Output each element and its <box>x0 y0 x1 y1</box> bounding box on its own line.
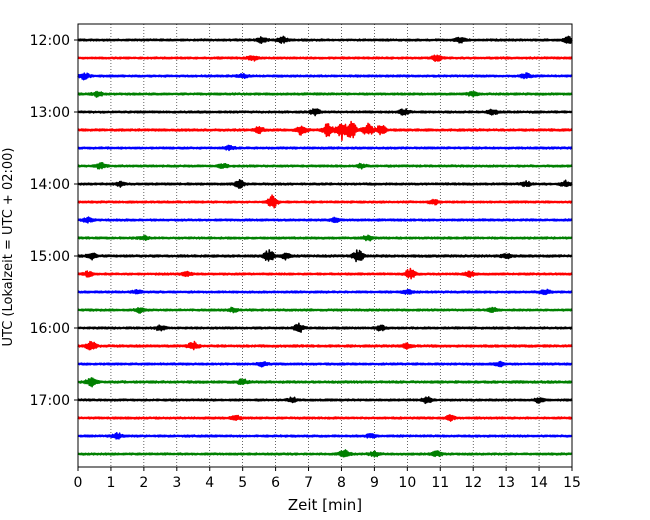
trace-1545 <box>77 306 573 314</box>
trace-1515 <box>77 267 573 280</box>
trace-1245 <box>77 90 573 98</box>
plot-area-frame <box>77 23 573 468</box>
trace-1745 <box>77 449 573 458</box>
x-tick-label: 10 <box>398 475 416 491</box>
trace-1445 <box>77 234 573 242</box>
y-tick-label: 15:00 <box>30 249 70 265</box>
y-tick-label: 12:00 <box>30 33 70 49</box>
trace-1330 <box>77 144 573 152</box>
x-tick-label: 8 <box>337 475 346 491</box>
x-axis-label: Zeit [min] <box>288 496 362 514</box>
x-tick-label: 0 <box>74 475 83 491</box>
y-tick-label: 17:00 <box>30 393 70 409</box>
trace-1400 <box>77 178 573 189</box>
trace-1530 <box>77 288 573 296</box>
trace-1415 <box>77 194 573 209</box>
x-tick-label: 5 <box>238 475 247 491</box>
y-tick-label: 13:00 <box>30 105 70 121</box>
trace-1500 <box>77 249 573 263</box>
trace-1430 <box>77 216 573 224</box>
trace-1615 <box>77 340 573 351</box>
x-axis-ticks: 0 1 2 3 4 5 6 7 8 9 10 11 12 13 14 15 <box>74 467 581 491</box>
x-tick-label: 6 <box>271 475 280 491</box>
trace-1300 <box>77 108 573 117</box>
y-axis-label: UTC (Lokalzeit = UTC + 02:00) <box>1 148 16 347</box>
trace-1315 <box>77 120 573 141</box>
trace-1345 <box>77 161 573 170</box>
trace-1700 <box>77 396 573 405</box>
trace-1645 <box>77 377 573 388</box>
trace-1715 <box>77 414 573 422</box>
trace-1215 <box>77 54 573 63</box>
x-tick-label: 15 <box>563 475 581 491</box>
trace-1600 <box>77 322 573 334</box>
trace-1230 <box>77 72 573 81</box>
x-tick-label: 11 <box>431 475 449 491</box>
x-tick-label: 12 <box>464 475 482 491</box>
x-tick-label: 9 <box>370 475 379 491</box>
x-tick-label: 14 <box>530 475 548 491</box>
trace-1730 <box>77 431 573 440</box>
traces <box>77 35 573 458</box>
x-tick-label: 13 <box>497 475 515 491</box>
y-tick-label: 16:00 <box>30 321 70 337</box>
trace-1200 <box>77 35 573 44</box>
x-tick-label: 1 <box>106 475 115 491</box>
y-tick-label: 14:00 <box>30 177 70 193</box>
x-tick-label: 7 <box>304 475 313 491</box>
grid-lines <box>110 24 540 467</box>
y-axis-ticks: 12:00 13:00 14:00 15:00 16:00 17:00 <box>30 33 78 409</box>
x-tick-label: 2 <box>139 475 148 491</box>
x-tick-label: 4 <box>205 475 214 491</box>
x-tick-label: 3 <box>172 475 181 491</box>
trace-1630 <box>77 360 573 368</box>
